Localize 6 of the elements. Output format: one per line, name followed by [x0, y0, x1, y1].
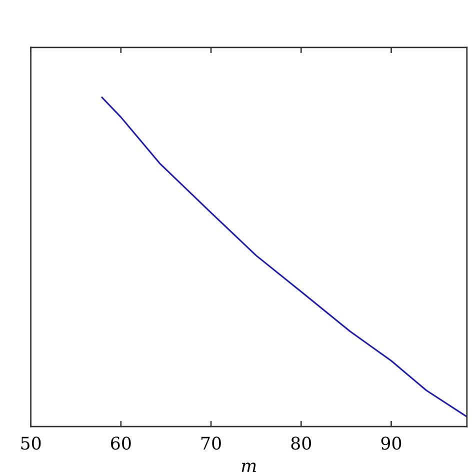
x-tick-label: 50: [21, 436, 41, 450]
x-axis-title: m: [242, 462, 256, 472]
x-tick-label: 70: [201, 436, 221, 450]
x-tick-label: 90: [381, 436, 402, 450]
x-tick-label: 80: [291, 436, 311, 450]
x-tick-label: 60: [111, 436, 131, 450]
